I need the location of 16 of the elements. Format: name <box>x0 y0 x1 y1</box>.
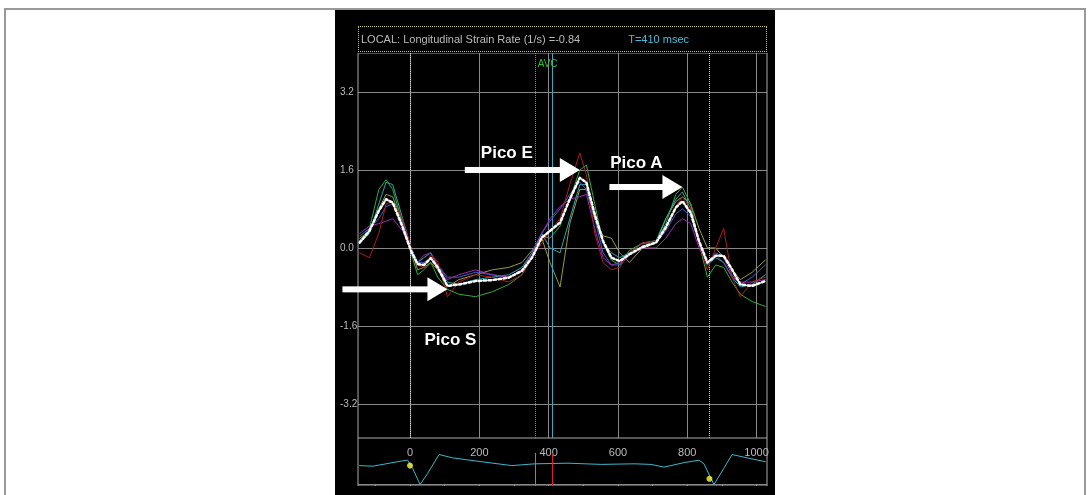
annotation: Pico E <box>480 142 533 162</box>
x-tick-label: 200 <box>470 445 489 458</box>
annotation: Pico A <box>610 153 663 173</box>
y-tick-label: -1.6 <box>340 320 358 332</box>
y-tick-label: 0.0 <box>340 242 355 254</box>
y-tick-label: -3.2 <box>340 398 358 410</box>
x-tick-label: 400 <box>539 445 558 458</box>
y-tick-label: 3.2 <box>340 86 355 98</box>
x-tick-label: 600 <box>608 445 628 458</box>
chart-subtitle: T=410 msec <box>628 33 690 45</box>
x-tick-label: 800 <box>678 445 697 458</box>
chart-title: LOCAL: Longitudinal Strain Rate (1/s) =-0.84 <box>361 33 581 45</box>
y-tick-label: 1.6 <box>340 164 355 176</box>
annotation: Pico S <box>424 330 477 350</box>
x-tick-label: 1000 <box>744 445 769 458</box>
x-tick-label: 0 <box>406 445 414 458</box>
